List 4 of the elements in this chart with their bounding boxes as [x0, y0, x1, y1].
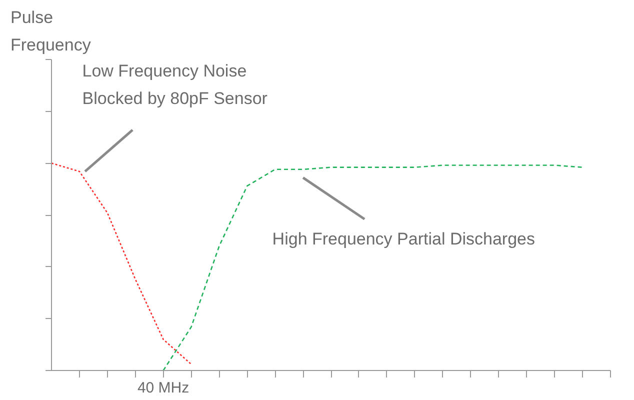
text: 40 MHz: [137, 380, 190, 396]
annotation: High Frequency Partial Discharges: [272, 230, 535, 249]
text: Low Frequency Noise Blocked by 80pF Sensor: [82, 62, 268, 108]
text: Pulse Frequency: [10, 8, 92, 54]
